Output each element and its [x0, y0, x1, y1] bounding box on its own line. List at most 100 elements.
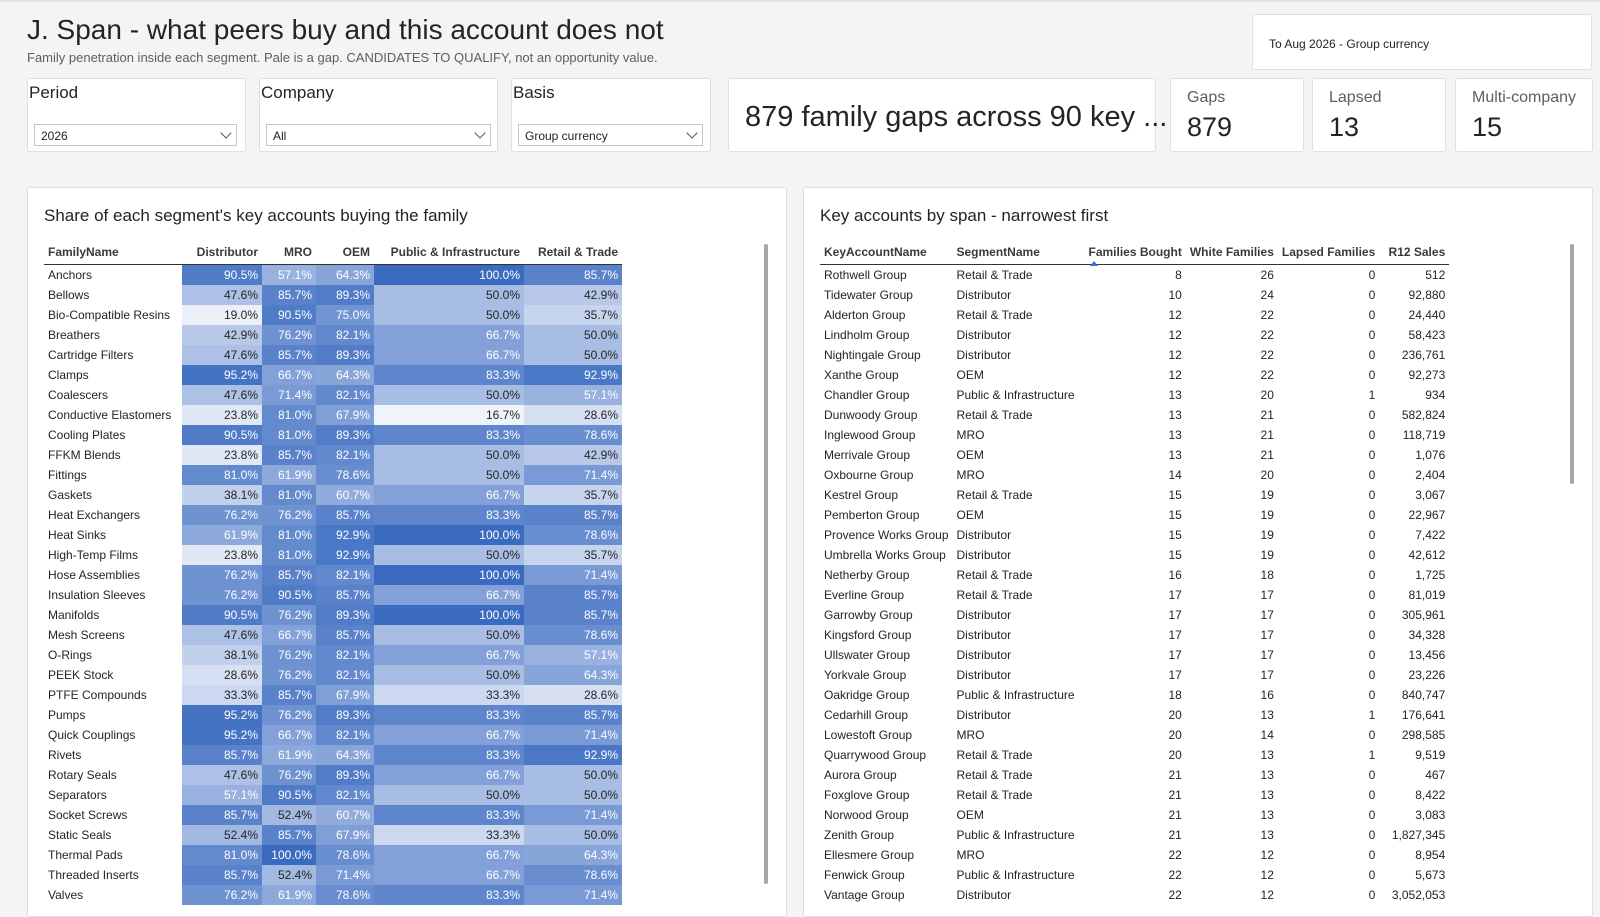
heatmap-col-mro[interactable]: MRO	[262, 240, 316, 265]
basis-dropdown[interactable]: Group currency	[518, 124, 703, 146]
heatmap-col-oem[interactable]: OEM	[316, 240, 374, 265]
span-row[interactable]: Oakridge Group Public & Infrastructure 18 1…	[820, 685, 1449, 705]
heatmap-row[interactable]: Breathers 42.9% 76.2% 82.1% 66.7% 50.0%	[44, 325, 622, 345]
heatmap-col-distributor[interactable]: Distributor	[182, 240, 262, 265]
heatmap-row[interactable]: Conductive Elastomers 23.8% 81.0% 67.9% 16.7…	[44, 405, 622, 425]
span-row[interactable]: Tidewater Group Distributor 10 24 0 92,880	[820, 285, 1449, 305]
span-cell-white-families: 22	[1260, 348, 1274, 362]
heatmap-row[interactable]: Anchors 90.5% 57.1% 64.3% 100.0% 85.7%	[44, 264, 622, 285]
span-row[interactable]: Xanthe Group OEM 12 22 0 92,273	[820, 365, 1449, 385]
span-row[interactable]: Norwood Group OEM 21 13 0 3,083	[820, 805, 1449, 825]
heatmap-row[interactable]: High-Temp Films 23.8% 81.0% 92.9% 50.0% 35.7%	[44, 545, 622, 565]
span-row[interactable]: Kingsford Group Distributor 17 17 0 34,328	[820, 625, 1449, 645]
heatmap-row[interactable]: Bellows 47.6% 85.7% 89.3% 50.0% 42.9%	[44, 285, 622, 305]
heatmap-row[interactable]: O-Rings 38.1% 76.2% 82.1% 66.7% 57.1%	[44, 645, 622, 665]
span-row[interactable]: Rothwell Group Retail & Trade 8 26 0 512	[820, 265, 1449, 286]
span-row[interactable]: Quarrywood Group Retail & Trade 20 13 1 9,519	[820, 745, 1449, 765]
heatmap-row[interactable]: Threaded Inserts 85.7% 52.4% 71.4% 66.7% 78.6…	[44, 865, 622, 885]
period-dropdown[interactable]: 2026	[34, 124, 237, 146]
span-col-white-families[interactable]: White Families	[1185, 240, 1278, 265]
span-cell-key-account-name: Zenith Group	[824, 828, 895, 842]
heatmap-cell: 81.0%	[262, 525, 316, 545]
span-row[interactable]: Dunwoody Group Retail & Trade 13 21 0 582,824	[820, 405, 1449, 425]
heatmap-row[interactable]: Hose Assemblies 76.2% 85.7% 82.1% 100.0% 71.4…	[44, 565, 622, 585]
heatmap-row[interactable]: Manifolds 90.5% 76.2% 89.3% 100.0% 85.7%	[44, 605, 622, 625]
heatmap-row[interactable]: Rivets 85.7% 61.9% 64.3% 83.3% 92.9%	[44, 745, 622, 765]
span-row[interactable]: Alderton Group Retail & Trade 12 22 0 24,440	[820, 305, 1449, 325]
span-col-segmentname[interactable]: SegmentName	[952, 240, 1085, 265]
heatmap-row[interactable]: Thermal Pads 81.0% 100.0% 78.6% 66.7% 64.3%	[44, 845, 622, 865]
heatmap-scrollbar[interactable]	[764, 244, 768, 884]
span-row[interactable]: Nightingale Group Distributor 12 22 0 236,761	[820, 345, 1449, 365]
span-cell-families-bought: 20	[1168, 708, 1182, 722]
span-row[interactable]: Aurora Group Retail & Trade 21 13 0 467	[820, 765, 1449, 785]
span-row[interactable]: Chandler Group Public & Infrastructure 13 2…	[820, 385, 1449, 405]
span-row[interactable]: Lindholm Group Distributor 12 22 0 58,423	[820, 325, 1449, 345]
span-row[interactable]: Cedarhill Group Distributor 20 13 1 176,641	[820, 705, 1449, 725]
heatmap-cell: 19.0%	[182, 305, 262, 325]
span-col-keyaccountname[interactable]: KeyAccountName	[820, 240, 953, 265]
heatmap-row[interactable]: Clamps 95.2% 66.7% 64.3% 83.3% 92.9%	[44, 365, 622, 385]
span-row[interactable]: Inglewood Group MRO 13 21 0 118,719	[820, 425, 1449, 445]
heatmap-row[interactable]: Cartridge Filters 47.6% 85.7% 89.3% 66.7% 50.…	[44, 345, 622, 365]
span-scrollbar[interactable]	[1570, 244, 1574, 484]
heatmap-row[interactable]: Cooling Plates 90.5% 81.0% 89.3% 83.3% 78.6%	[44, 425, 622, 445]
span-row[interactable]: Zenith Group Public & Infrastructure 21 13 0…	[820, 825, 1449, 845]
heatmap-row[interactable]: PEEK Stock 28.6% 76.2% 82.1% 50.0% 64.3%	[44, 665, 622, 685]
heatmap-row[interactable]: PTFE Compounds 33.3% 85.7% 67.9% 33.3% 28.6%	[44, 685, 622, 705]
span-cell-r12-sales: 1,725	[1415, 568, 1446, 582]
heatmap-row[interactable]: Mesh Screens 47.6% 66.7% 85.7% 50.0% 78.6%	[44, 625, 622, 645]
heatmap-row[interactable]: FFKM Blends 23.8% 85.7% 82.1% 50.0% 42.9%	[44, 445, 622, 465]
kpi-gaps-value: 879	[1187, 112, 1233, 142]
span-col-families-bought[interactable]: Families Bought	[1084, 240, 1186, 265]
heatmap-row[interactable]: Coalescers 47.6% 71.4% 82.1% 50.0% 57.1%	[44, 385, 622, 405]
span-cell-segment-name: Distributor	[956, 328, 1012, 342]
span-cell-lapsed-families: 0	[1368, 268, 1376, 282]
heatmap-cell: 82.1%	[316, 665, 374, 685]
heatmap-row[interactable]: Valves 76.2% 61.9% 78.6% 83.3% 71.4%	[44, 885, 622, 905]
heatmap-cell: 71.4%	[524, 565, 622, 585]
heatmap-row[interactable]: Insulation Sleeves 76.2% 90.5% 85.7% 66.7% 85…	[44, 585, 622, 605]
heatmap-row[interactable]: Socket Screws 85.7% 52.4% 60.7% 83.3% 71.4%	[44, 805, 622, 825]
heatmap-row[interactable]: Heat Sinks 61.9% 81.0% 92.9% 100.0% 78.6%	[44, 525, 622, 545]
heatmap-family-name: Static Seals	[48, 828, 112, 842]
span-row[interactable]: Everline Group Retail & Trade 17 17 0 81,019	[820, 585, 1449, 605]
heatmap-row[interactable]: Bio-Compatible Resins 19.0% 90.5% 75.0% 50.0…	[44, 305, 622, 325]
span-row[interactable]: Fenwick Group Public & Infrastructure 22 12…	[820, 865, 1449, 885]
span-row[interactable]: Garrowby Group Distributor 17 17 0 305,961	[820, 605, 1449, 625]
span-row[interactable]: Yorkvale Group Distributor 17 17 0 23,226	[820, 665, 1449, 685]
span-row[interactable]: Vantage Group Distributor 22 12 0 3,052,053	[820, 885, 1449, 905]
heatmap-col-public-infrastructure[interactable]: Public & Infrastructure	[374, 240, 524, 265]
span-row[interactable]: Kestrel Group Retail & Trade 15 19 0 3,067	[820, 485, 1449, 505]
span-row[interactable]: Provence Works Group Distributor 15 19 0 7,42…	[820, 525, 1449, 545]
span-cell-white-families: 20	[1260, 388, 1274, 402]
heatmap-row[interactable]: Gaskets 38.1% 81.0% 60.7% 66.7% 35.7%	[44, 485, 622, 505]
heatmap-row[interactable]: Separators 57.1% 90.5% 82.1% 50.0% 50.0%	[44, 785, 622, 805]
span-row[interactable]: Oxbourne Group MRO 14 20 0 2,404	[820, 465, 1449, 485]
heatmap-cell: 82.1%	[316, 785, 374, 805]
heatmap-row[interactable]: Heat Exchangers 76.2% 76.2% 85.7% 83.3% 85.7%	[44, 505, 622, 525]
heatmap-row[interactable]: Static Seals 52.4% 85.7% 67.9% 33.3% 50.0%	[44, 825, 622, 845]
heatmap-row[interactable]: Rotary Seals 47.6% 76.2% 89.3% 66.7% 50.0%	[44, 765, 622, 785]
heatmap-col-retail-trade[interactable]: Retail & Trade	[524, 240, 622, 265]
span-col-lapsed-families[interactable]: Lapsed Families	[1277, 240, 1380, 265]
span-row[interactable]: Lowestoft Group MRO 20 14 0 298,585	[820, 725, 1449, 745]
company-dropdown[interactable]: All	[266, 124, 491, 146]
span-row[interactable]: Umbrella Works Group Distributor 15 19 0 42,6…	[820, 545, 1449, 565]
span-row[interactable]: Ullswater Group Distributor 17 17 0 13,456	[820, 645, 1449, 665]
heatmap-row[interactable]: Fittings 81.0% 61.9% 78.6% 50.0% 71.4%	[44, 465, 622, 485]
heatmap-row[interactable]: Pumps 95.2% 76.2% 89.3% 83.3% 85.7%	[44, 705, 622, 725]
span-cell-families-bought: 17	[1168, 628, 1182, 642]
span-row[interactable]: Ellesmere Group MRO 22 12 0 8,954	[820, 845, 1449, 865]
heatmap-cell: 83.3%	[374, 745, 524, 765]
span-row[interactable]: Netherby Group Retail & Trade 16 18 0 1,725	[820, 565, 1449, 585]
span-row[interactable]: Merrivale Group OEM 13 21 0 1,076	[820, 445, 1449, 465]
heatmap-row[interactable]: Quick Couplings 95.2% 66.7% 82.1% 66.7% 71.4%	[44, 725, 622, 745]
heatmap-col-familyname[interactable]: FamilyName	[44, 240, 182, 265]
span-row[interactable]: Foxglove Group Retail & Trade 21 13 0 8,422	[820, 785, 1449, 805]
heatmap-cell: 81.0%	[182, 465, 262, 485]
span-cell-white-families: 13	[1260, 748, 1274, 762]
span-cell-lapsed-families: 0	[1368, 288, 1376, 302]
span-row[interactable]: Pemberton Group OEM 15 19 0 22,967	[820, 505, 1449, 525]
span-col-r12-sales[interactable]: R12 Sales	[1379, 240, 1450, 265]
